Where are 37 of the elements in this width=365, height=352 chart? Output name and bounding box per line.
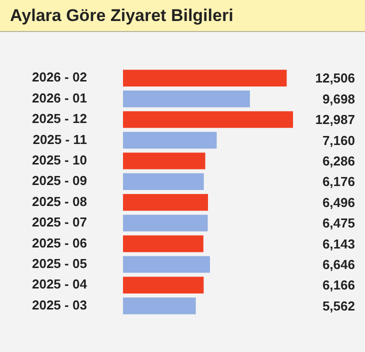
data-label: 6,496 <box>322 194 355 210</box>
data-label: 12,987 <box>315 112 355 128</box>
data-label: 6,286 <box>322 154 355 169</box>
bar <box>122 276 204 294</box>
y-tick-label: 2026 - 01 <box>32 90 87 106</box>
bar <box>122 214 208 232</box>
bar <box>122 152 206 170</box>
y-tick-label: 2025 - 10 <box>32 152 87 168</box>
bar <box>122 256 210 273</box>
data-label: 7,160 <box>322 132 355 148</box>
y-tick-label: 2025 - 08 <box>32 194 87 209</box>
y-tick-label: 2025 - 12 <box>32 111 87 126</box>
data-label: 6,176 <box>322 174 355 190</box>
y-tick-label: 2025 - 04 <box>32 276 88 292</box>
data-label: 6,143 <box>322 236 355 252</box>
y-tick-label: 2025 - 07 <box>32 214 87 230</box>
y-tick-label: 2025 - 11 <box>32 132 87 147</box>
bar <box>122 70 287 87</box>
y-tick-label: 2025 - 05 <box>32 256 87 272</box>
bar <box>122 90 250 108</box>
bar <box>122 297 196 314</box>
y-tick-label: 2025 - 09 <box>32 173 87 188</box>
data-label: 6,646 <box>322 257 355 272</box>
data-label: 6,475 <box>322 216 355 231</box>
bar <box>122 111 293 128</box>
y-tick-label: 2025 - 03 <box>32 297 87 312</box>
data-label: 5,562 <box>322 298 355 314</box>
bar <box>122 132 217 149</box>
chart-title: Aylara Göre Ziyaret Bilgileri <box>0 0 365 32</box>
y-tick-label: 2026 - 02 <box>32 70 87 85</box>
bar <box>122 194 208 211</box>
bar <box>122 173 204 190</box>
data-label: 9,698 <box>322 91 355 106</box>
data-label: 6,166 <box>322 278 355 293</box>
y-tick-label: 2025 - 06 <box>32 235 87 250</box>
bar <box>122 235 204 252</box>
data-label: 12,506 <box>315 70 355 86</box>
